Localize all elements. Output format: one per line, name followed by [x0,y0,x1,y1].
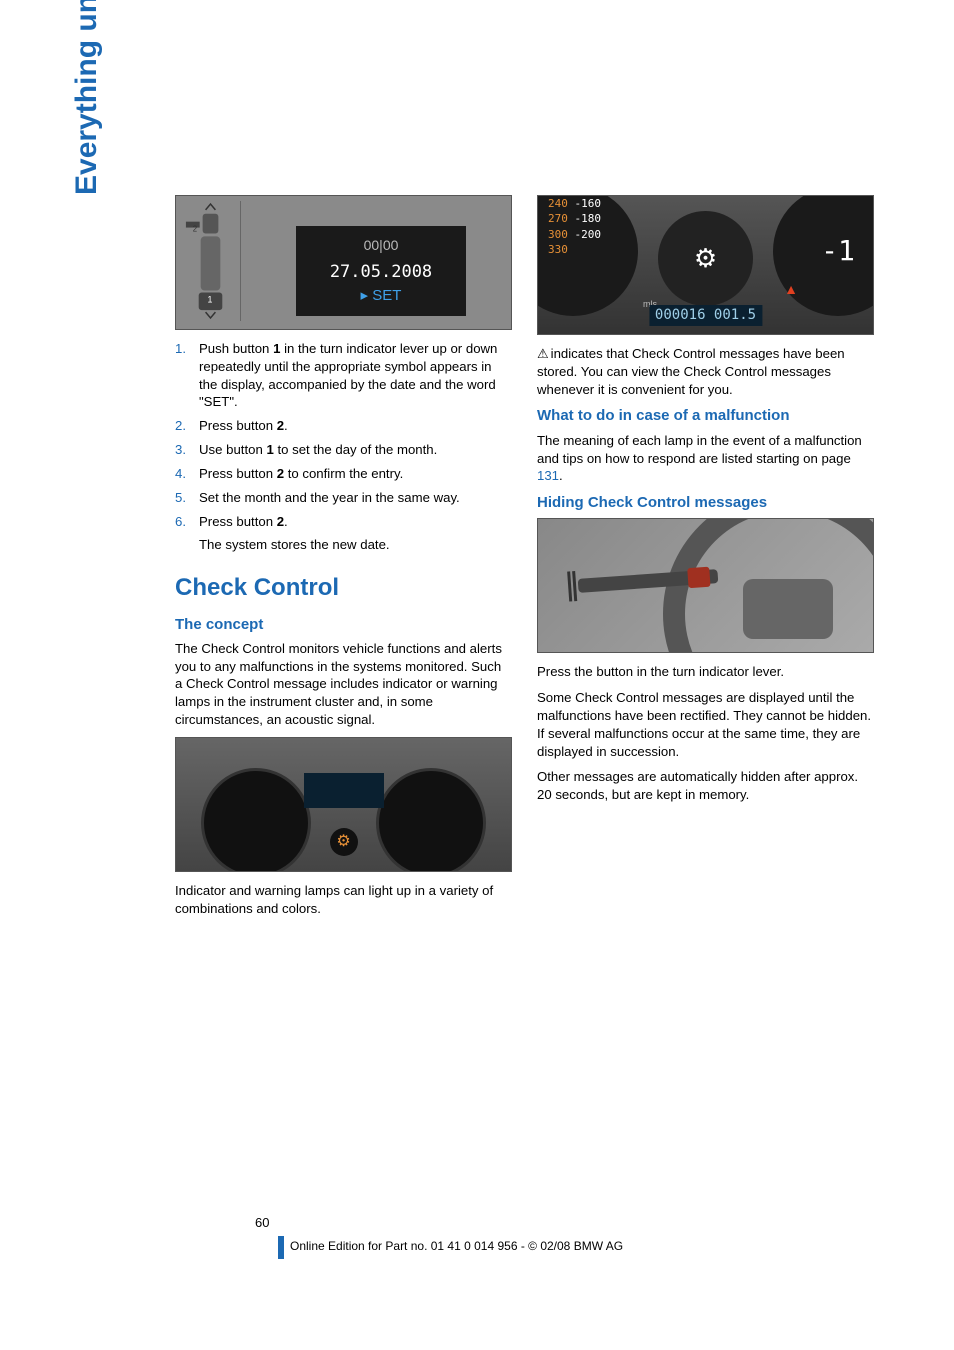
step-item: 4.Press button 2 to confirm the entry. [175,465,512,483]
indicator-paragraph: Indicator and warning lamps can light up… [175,882,512,918]
heading-check-control: Check Control [175,572,512,604]
step-text: Set the month and the year in the same w… [199,489,512,507]
footer-bar [278,1236,284,1259]
figure-instrument-cluster: ⚙ [175,737,512,872]
stored-messages-paragraph: indicates that Check Control messages ha… [537,345,874,398]
heading-concept: The concept [175,615,512,635]
procedure-steps: 1.Push button 1 in the turn indicator le… [175,340,512,554]
step-text: Use button 1 to set the day of the month… [199,441,512,459]
step-text: Push button 1 in the turn indicator leve… [199,340,512,411]
date-icons: 00|00 [364,236,399,255]
date-set-label: SET [361,286,402,306]
step-item: 5.Set the month and the year in the same… [175,489,512,507]
svg-text:1: 1 [208,294,213,304]
step-number: 4. [175,465,199,483]
persist-paragraph: Some Check Control messages are displaye… [537,689,874,760]
step-text: Press button 2. [199,513,512,531]
press-button-paragraph: Press the button in the turn indicator l… [537,663,874,681]
step-item: 2.Press button 2. [175,417,512,435]
heading-hiding-messages: Hiding Check Control messages [537,493,874,513]
svg-text:2: 2 [193,225,197,234]
step-number: 3. [175,441,199,459]
date-panel: 00|00 27.05.2008 SET [296,226,466,316]
step-number: 1. [175,340,199,411]
step-item: 3.Use button 1 to set the day of the mon… [175,441,512,459]
odometer-value: 000016 001.5 [649,305,762,326]
concept-paragraph: The Check Control monitors vehicle funct… [175,640,512,729]
turn-lever-icon: 2 1 [181,201,241,321]
figure-steering-wheel [537,518,874,653]
figure-date-display: 2 1 00|00 27.05.2008 SET [175,195,512,330]
step-item: 1.Push button 1 in the turn indicator le… [175,340,512,411]
heading-malfunction: What to do in case of a malfunction [537,406,874,426]
autohide-paragraph: Other messages are automatically hidden … [537,768,874,804]
left-column: 2 1 00|00 27.05.2008 SET 1.Push button 1… [175,195,512,925]
page-content: 2 1 00|00 27.05.2008 SET 1.Push button 1… [175,195,875,925]
warning-triangle-icon [537,346,551,361]
step-number: 6. [175,513,199,531]
warning-triangle-icon: ▲ [784,280,798,299]
date-value: 27.05.2008 [330,261,432,284]
malfunction-paragraph: The meaning of each lamp in the event of… [537,432,874,485]
step-text: Press button 2. [199,417,512,435]
page-reference[interactable]: 131 [537,468,559,483]
gear-indicator: -1 [821,232,855,270]
step-subtext: The system stores the new date. [175,536,512,554]
step-text: Press button 2 to confirm the entry. [199,465,512,483]
page-number: 60 [255,1215,269,1230]
section-tab: Everything under control [70,0,104,195]
footer-text: Online Edition for Part no. 01 41 0 014 … [290,1239,623,1253]
right-column: 240 -160270 -180300 -200330 ⚙ -1 ▲ mls 0… [537,195,874,925]
gear-icon: ⚙ [694,241,717,276]
warning-icon: ⚙ [330,828,358,856]
figure-gauge-cluster: 240 -160270 -180300 -200330 ⚙ -1 ▲ mls 0… [537,195,874,335]
step-number: 5. [175,489,199,507]
step-number: 2. [175,417,199,435]
step-item: 6.Press button 2. [175,513,512,531]
